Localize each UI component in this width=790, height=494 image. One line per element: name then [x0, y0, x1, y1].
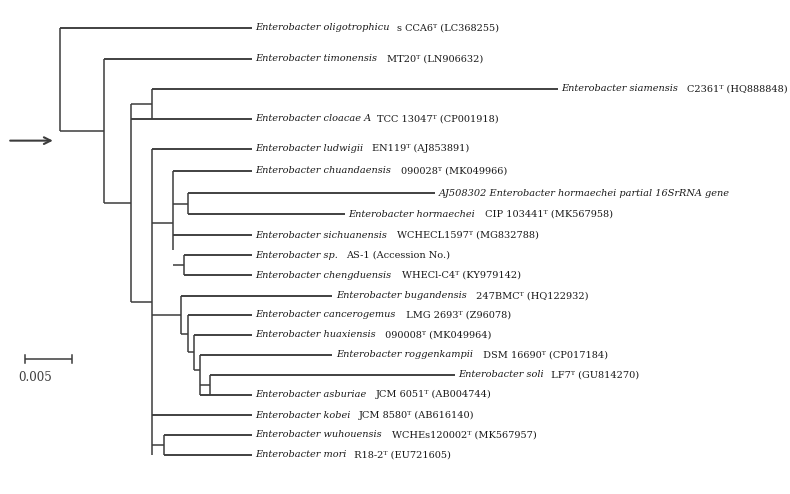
Text: Enterobacter chengduensis: Enterobacter chengduensis — [255, 271, 394, 280]
Text: 090028ᵀ (MK049966): 090028ᵀ (MK049966) — [401, 166, 508, 175]
Text: TCC 13047ᵀ (CP001918): TCC 13047ᵀ (CP001918) — [378, 114, 499, 124]
Text: WCHEs120002ᵀ (MK567957): WCHEs120002ᵀ (MK567957) — [392, 430, 536, 440]
Text: Enterobacter sichuanensis: Enterobacter sichuanensis — [255, 231, 390, 240]
Text: Enterobacter soli: Enterobacter soli — [458, 370, 544, 379]
Text: Enterobacter kobei: Enterobacter kobei — [255, 411, 354, 419]
Text: Enterobacter ludwigii: Enterobacter ludwigii — [255, 144, 367, 154]
Text: LF7ᵀ (GU814270): LF7ᵀ (GU814270) — [548, 370, 639, 379]
Text: DSM 16690ᵀ (CP017184): DSM 16690ᵀ (CP017184) — [480, 350, 608, 359]
Text: Enterobacter huaxiensis: Enterobacter huaxiensis — [255, 330, 376, 339]
Text: MT20ᵀ (LN906632): MT20ᵀ (LN906632) — [387, 54, 483, 63]
Text: Enterobacter cancerogemus: Enterobacter cancerogemus — [255, 311, 396, 320]
Text: 0.005: 0.005 — [18, 371, 52, 384]
Text: Enterobacter sp.: Enterobacter sp. — [255, 251, 341, 260]
Text: Enterobacter bugandensis: Enterobacter bugandensis — [336, 291, 466, 300]
Text: Enterobacter hormaechei: Enterobacter hormaechei — [348, 210, 476, 219]
Text: Enterobacter siamensis: Enterobacter siamensis — [561, 84, 681, 93]
Text: Enterobacter oligotrophicu: Enterobacter oligotrophicu — [255, 23, 389, 33]
Text: s CCA6ᵀ (LC368255): s CCA6ᵀ (LC368255) — [397, 23, 498, 33]
Text: CIP 103441ᵀ (MK567958): CIP 103441ᵀ (MK567958) — [482, 210, 613, 219]
Text: Enterobacter roggenkampii: Enterobacter roggenkampii — [336, 350, 472, 359]
Text: C2361ᵀ (HQ888848): C2361ᵀ (HQ888848) — [687, 84, 788, 93]
Text: AJ508302 Enterobacter hormaechei partial 16SrRNA gene: AJ508302 Enterobacter hormaechei partial… — [438, 189, 730, 198]
Text: Enterobacter chuandaensis: Enterobacter chuandaensis — [255, 166, 394, 175]
Text: 247BMCᵀ (HQ122932): 247BMCᵀ (HQ122932) — [473, 291, 589, 300]
Text: WCHECL1597ᵀ (MG832788): WCHECL1597ᵀ (MG832788) — [397, 231, 539, 240]
Text: AS-1 (Accession No.): AS-1 (Accession No.) — [345, 251, 450, 260]
Text: 090008ᵀ (MK049964): 090008ᵀ (MK049964) — [382, 330, 491, 339]
Text: JCM 6051ᵀ (AB004744): JCM 6051ᵀ (AB004744) — [375, 390, 491, 399]
Text: Enterobacter cloacae A: Enterobacter cloacae A — [255, 114, 371, 124]
Text: Enterobacter timonensis: Enterobacter timonensis — [255, 54, 380, 63]
Text: Enterobacter mori: Enterobacter mori — [255, 451, 347, 459]
Text: JCM 8580ᵀ (AB616140): JCM 8580ᵀ (AB616140) — [359, 411, 474, 419]
Text: WHECl-C4ᵀ (KY979142): WHECl-C4ᵀ (KY979142) — [401, 271, 521, 280]
Text: EN119ᵀ (AJ853891): EN119ᵀ (AJ853891) — [372, 144, 469, 154]
Text: Enterobacter asburiae: Enterobacter asburiae — [255, 390, 370, 399]
Text: Enterobacter wuhouensis: Enterobacter wuhouensis — [255, 430, 385, 440]
Text: LMG 2693ᵀ (Z96078): LMG 2693ᵀ (Z96078) — [403, 311, 511, 320]
Text: R18-2ᵀ (EU721605): R18-2ᵀ (EU721605) — [352, 451, 451, 459]
